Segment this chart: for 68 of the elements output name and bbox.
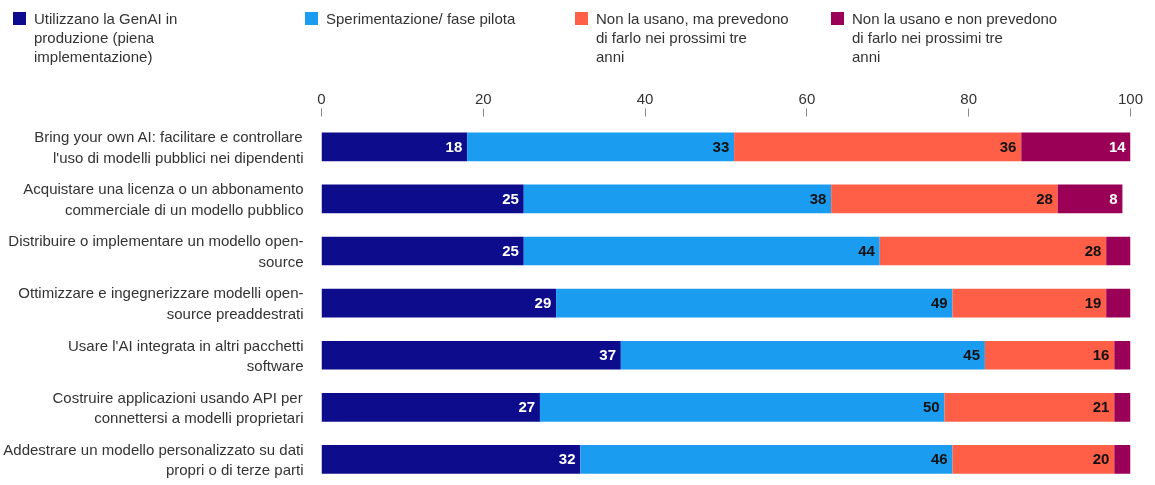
data-label: 50 (922, 398, 940, 416)
bar (321, 340, 621, 370)
data-label: 36 (999, 137, 1017, 155)
bar (1106, 236, 1131, 266)
x-tick-label: 60 (798, 89, 816, 107)
data-label: 33 (712, 137, 730, 155)
bar (952, 445, 1115, 474)
data-label: 49 (930, 294, 948, 312)
bar (831, 184, 1058, 214)
bar (523, 236, 880, 266)
y-tick-label: Acquistare una licenza o un abbonamento commerciale di un modello pubblico (23, 180, 304, 218)
bar (984, 340, 1115, 370)
data-label: 20 (1092, 450, 1110, 468)
y-tick-label: Costruire applicazioni usando API per connettersi a modelli proprietari (52, 388, 304, 427)
data-label: 19 (1084, 294, 1102, 312)
bar (734, 132, 1022, 162)
data-label: 25 (502, 242, 519, 260)
legend-label: Sperimentazione/ fase pilota (326, 9, 516, 28)
data-label: 25 (502, 189, 519, 207)
bar (1114, 445, 1131, 474)
data-label: 21 (1092, 398, 1110, 416)
y-tick-label: Addestrare un modello personalizzato su dati propri o di terze parti (3, 440, 304, 479)
legend-label: Non la usano, ma prevedono di farlo nei prossimi tre anni (596, 9, 789, 66)
y-tick-label: Bring your own AI: facilitare e controllare l'uso di modelli pubblici nei dipendenti (34, 128, 304, 166)
bar (321, 445, 581, 474)
legend-label: Non la usano e non prevedono di farlo nei prossimi tre anni (852, 9, 1058, 66)
x-tick-label: 0 (317, 89, 326, 107)
bar (944, 393, 1115, 422)
data-label: 38 (809, 189, 827, 207)
data-label: 44 (858, 242, 876, 260)
data-label: 28 (1084, 242, 1102, 260)
bar (321, 288, 557, 318)
data-label: 8 (1109, 189, 1118, 207)
data-label: 28 (1036, 189, 1053, 207)
x-tick-label: 40 (636, 89, 654, 107)
bar (523, 184, 832, 214)
data-label: 46 (930, 450, 948, 468)
legend-label: Utilizzano la GenAI in produzione (piena implementazione) (34, 9, 178, 66)
bar (321, 393, 540, 422)
y-tick-label: Ottimizzare e ingegnerizzare modelli open-source preaddestrati (18, 284, 304, 322)
data-label: 45 (963, 346, 981, 364)
data-label: 27 (518, 398, 536, 416)
bar (1057, 184, 1123, 214)
bar (1021, 132, 1131, 162)
bar (879, 236, 1107, 266)
y-tick-label: Usare l'AI integrata in altri pacchetti software (68, 336, 304, 374)
bar (321, 236, 524, 266)
bar (952, 288, 1107, 318)
bar (539, 393, 945, 422)
data-label: 37 (599, 346, 616, 364)
bar (580, 445, 953, 474)
bar (620, 340, 985, 370)
x-tick-label: 100 (1117, 89, 1144, 107)
bar (1106, 288, 1131, 318)
x-tick-label: 80 (960, 89, 978, 107)
y-tick-label: Distribuire o implementare un modello open-source (8, 232, 304, 270)
bar (467, 132, 735, 162)
bar (556, 288, 953, 318)
data-label: 32 (558, 450, 576, 468)
data-label: 16 (1092, 346, 1110, 364)
bar (321, 184, 524, 214)
bar (1114, 393, 1131, 422)
bar (321, 132, 468, 162)
data-label: 18 (445, 137, 463, 155)
data-label: 14 (1108, 137, 1127, 155)
data-label: 29 (534, 294, 552, 312)
x-tick-label: 20 (474, 89, 492, 107)
bar (1114, 340, 1131, 370)
